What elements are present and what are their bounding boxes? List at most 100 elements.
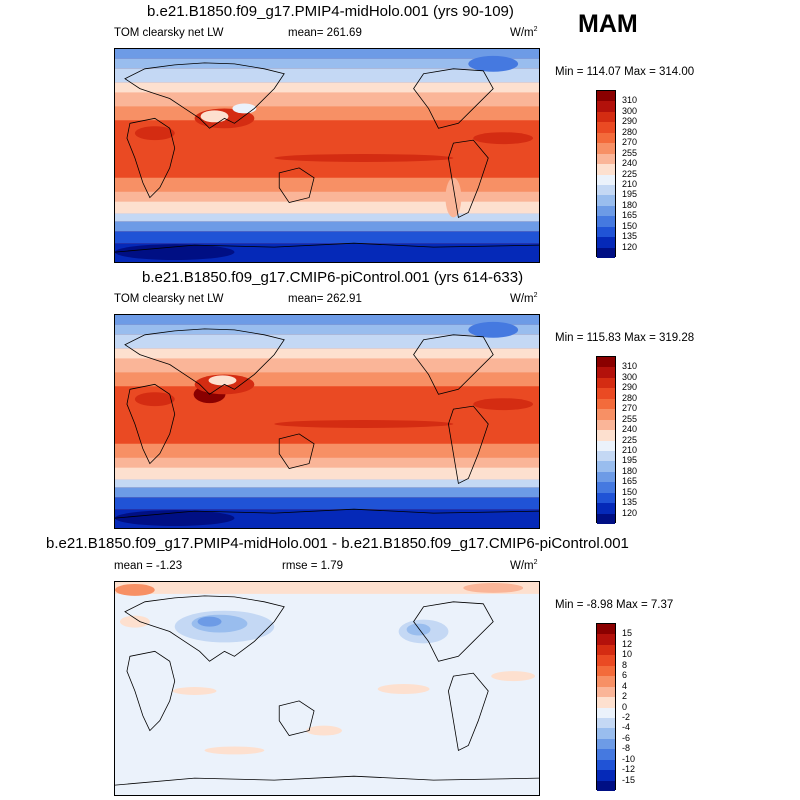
colorbar-tick-label: 165: [622, 210, 638, 221]
colorbar-swatch: [597, 101, 615, 112]
colorbar-swatch: [597, 644, 615, 656]
colorbar-tick-label: 120: [622, 241, 638, 252]
colorbar-tick-label: 180: [622, 199, 638, 210]
colorbar-tick-label: 150: [622, 220, 638, 231]
colorbar-swatch: [597, 409, 615, 420]
colorbar-swatch: [597, 111, 615, 123]
colorbar-tick-label: 290: [622, 382, 638, 393]
colorbar-swatch: [597, 388, 615, 399]
colorbar-swatch: [597, 471, 615, 483]
colorbar-swatch: [597, 440, 615, 451]
colorbar-swatch: [597, 676, 615, 687]
colorbar-swatch: [597, 226, 615, 238]
colorbar-swatch: [597, 184, 615, 196]
colorbar-swatch: [597, 749, 615, 760]
colorbar-swatch: [597, 367, 615, 378]
panel-3-title: b.e21.B1850.f09_g17.PMIP4-midHolo.001 - …: [46, 535, 629, 552]
colorbar-swatch: [597, 216, 615, 227]
colorbar-tick-label: 255: [622, 413, 638, 424]
colorbar-tick-label: 240: [622, 158, 638, 169]
colorbar-swatch: [597, 195, 615, 206]
colorbar-swatch: [597, 122, 615, 133]
panel-1-variable-label: TOM clearsky net LW: [114, 27, 224, 39]
colorbar-tick-label: 270: [622, 403, 638, 414]
colorbar-tick-label: 210: [622, 178, 638, 189]
colorbar-tick-label: 310: [622, 361, 638, 372]
season-label: MAM: [578, 10, 638, 38]
colorbar-tick-label: 310: [622, 95, 638, 106]
colorbar-tick-label: 6: [622, 670, 628, 681]
colorbar-tick-label: 225: [622, 168, 638, 179]
colorbar-swatch: [597, 91, 615, 102]
panel-3-minmax: Min = -8.98 Max = 7.37: [555, 599, 674, 611]
panel-3-mean: mean = -1.23: [114, 560, 183, 572]
colorbar-tick-label: 195: [622, 189, 638, 200]
panel-1-minmax: Min = 114.07 Max = 314.00: [555, 66, 695, 78]
colorbar-tick-label: 195: [622, 455, 638, 466]
colorbar-tick-label: 280: [622, 126, 638, 137]
colorbar-swatch: [597, 164, 615, 175]
colorbar-swatch: [597, 770, 615, 781]
panel-3-colorbar: [596, 623, 616, 791]
colorbar-tick-label: -8: [622, 743, 631, 754]
colorbar-swatch: [597, 707, 615, 718]
colorbar-tick-label: 300: [622, 105, 638, 116]
colorbar-swatch: [597, 237, 615, 248]
colorbar-swatch: [597, 377, 615, 389]
colorbar-tick-label: 270: [622, 137, 638, 148]
colorbar-swatch: [597, 247, 615, 258]
colorbar-swatch: [597, 492, 615, 504]
colorbar-tick-label: 180: [622, 465, 638, 476]
panel-1-mean: mean= 261.69: [288, 27, 362, 39]
panel-2-variable-label: TOM clearsky net LW: [114, 293, 224, 305]
colorbar-swatch: [597, 634, 615, 645]
colorbar-swatch: [597, 357, 615, 368]
colorbar-swatch: [597, 759, 615, 771]
panel-2-title: b.e21.B1850.f09_g17.CMIP6-piControl.001 …: [142, 269, 524, 286]
colorbar-swatch: [597, 624, 615, 635]
colorbar-tick-label: -6: [622, 732, 631, 743]
colorbar-swatch: [597, 655, 615, 666]
panel-3-units: W/m2: [510, 559, 538, 572]
colorbar-swatch: [597, 780, 615, 791]
panel-1-colorbar: [596, 90, 616, 258]
panel-2-mean: mean= 262.91: [288, 293, 362, 305]
colorbar-tick-label: 0: [622, 701, 628, 712]
colorbar-swatch: [597, 174, 615, 185]
colorbar-tick-label: 290: [622, 116, 638, 127]
colorbar-tick-label: -10: [622, 753, 636, 764]
colorbar-tick-label: 4: [622, 680, 628, 691]
colorbar-tick-label: 210: [622, 444, 638, 455]
colorbar-swatch: [597, 665, 615, 677]
colorbar-tick-label: 15: [622, 628, 633, 639]
panel-2-map: [114, 314, 540, 529]
colorbar-tick-label: 255: [622, 147, 638, 158]
colorbar-swatch: [597, 697, 615, 708]
colorbar-tick-label: -4: [622, 722, 631, 733]
colorbar-swatch: [597, 132, 615, 144]
panel-3-map: [114, 581, 540, 796]
colorbar-swatch: [597, 717, 615, 729]
colorbar-tick-label: 8: [622, 659, 628, 670]
colorbar-swatch: [597, 738, 615, 750]
colorbar-swatch: [597, 482, 615, 493]
colorbar-swatch: [597, 430, 615, 441]
panel-1-map: [114, 48, 540, 263]
colorbar-tick-label: 300: [622, 371, 638, 382]
colorbar-tick-label: 150: [622, 486, 638, 497]
colorbar-swatch: [597, 461, 615, 472]
colorbar-swatch: [597, 513, 615, 524]
colorbar-tick-label: -2: [622, 711, 631, 722]
colorbar-swatch: [597, 419, 615, 431]
colorbar-swatch: [597, 686, 615, 698]
colorbar-tick-label: 10: [622, 649, 633, 660]
colorbar-swatch: [597, 503, 615, 514]
panel-3-rmse: rmse = 1.79: [282, 560, 344, 572]
colorbar-tick-label: 135: [622, 231, 638, 242]
colorbar-tick-label: 12: [622, 638, 633, 649]
colorbar-tick-label: 240: [622, 424, 638, 435]
colorbar-tick-label: 2: [622, 691, 628, 702]
colorbar-swatch: [597, 398, 615, 410]
colorbar-swatch: [597, 143, 615, 154]
colorbar-tick-label: 165: [622, 476, 638, 487]
